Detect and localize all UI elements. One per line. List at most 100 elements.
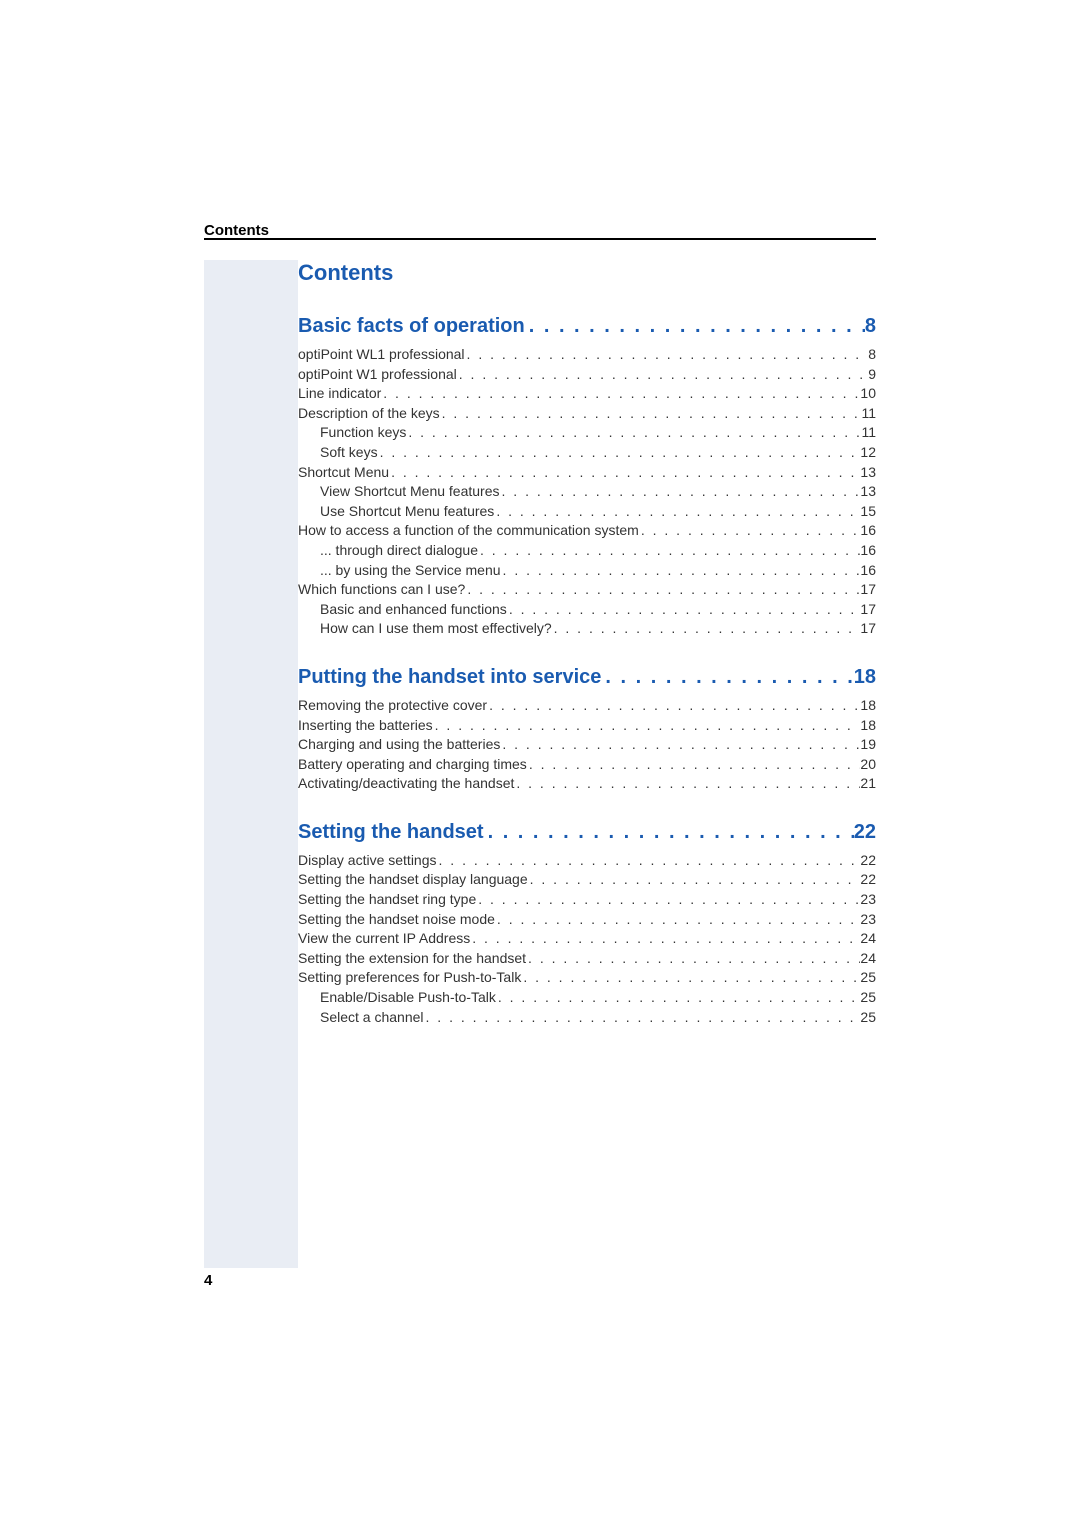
- toc-entry[interactable]: Basic and enhanced functions . . . . . .…: [298, 600, 876, 620]
- toc-entry[interactable]: View the current IP Address . . . . . . …: [298, 929, 876, 949]
- toc-content: Contents Basic facts of operation . . . …: [298, 260, 876, 1053]
- toc-entry-text: Soft keys: [320, 443, 378, 463]
- toc-leader-dots: . . . . . . . . . . . . . . . . . . . . …: [639, 521, 861, 541]
- toc-entry-text: Use Shortcut Menu features: [320, 502, 494, 522]
- toc-leader-dots: . . . . . . . . . . . . . . . . . . . . …: [476, 890, 860, 910]
- toc-leader-dots: . . . . . . . . . . . . . . . . . . . . …: [528, 870, 861, 890]
- toc-entry[interactable]: optiPoint W1 professional . . . . . . . …: [298, 365, 876, 385]
- toc-entry-page: 25: [860, 1008, 876, 1028]
- toc-entry[interactable]: Setting the handset ring type . . . . . …: [298, 890, 876, 910]
- page: Contents Contents Basic facts of operati…: [0, 0, 1080, 1528]
- toc-entry-page: 9: [868, 365, 876, 385]
- toc-leader-dots: . . . . . . . . . . . . . . . . . . . . …: [424, 1008, 861, 1028]
- toc-section-title[interactable]: Basic facts of operation . . . . . . . .…: [298, 314, 876, 339]
- toc-entry[interactable]: Inserting the batteries . . . . . . . . …: [298, 716, 876, 736]
- toc-leader-dots: . . . . . . . . . . . . . . . . . . . . …: [496, 988, 861, 1008]
- toc-entry-page: 25: [860, 968, 876, 988]
- header-section-label: Contents: [204, 222, 269, 239]
- toc-entry-page: 11: [861, 404, 876, 424]
- page-number: 4: [204, 1272, 212, 1289]
- toc-entry[interactable]: ... by using the Service menu . . . . . …: [298, 561, 876, 581]
- toc-entry-text: Which functions can I use?: [298, 580, 465, 600]
- toc-entry[interactable]: Function keys . . . . . . . . . . . . . …: [298, 423, 876, 443]
- toc-entry[interactable]: Shortcut Menu . . . . . . . . . . . . . …: [298, 463, 876, 483]
- toc-entry-page: 16: [860, 561, 876, 581]
- toc-entry-page: 17: [860, 580, 876, 600]
- toc-entry-text: Description of the keys: [298, 404, 440, 424]
- toc-entry[interactable]: Soft keys . . . . . . . . . . . . . . . …: [298, 443, 876, 463]
- toc-entry-page: 13: [860, 482, 876, 502]
- toc-leader-dots: . . . . . . . . . . . . . . . . . . . . …: [406, 423, 861, 443]
- toc-entry-text: Enable/Disable Push-to-Talk: [320, 988, 496, 1008]
- toc-section-title-text: Setting the handset: [298, 820, 484, 845]
- toc-leader-dots: . . . . . . . . . . . . . . . . . . . . …: [440, 404, 862, 424]
- toc-entry[interactable]: optiPoint WL1 professional . . . . . . .…: [298, 345, 876, 365]
- toc-section: Basic facts of operation . . . . . . . .…: [298, 314, 876, 639]
- toc-entry-page: 13: [860, 463, 876, 483]
- toc-entry-text: ... through direct dialogue: [320, 541, 478, 561]
- toc-leader-dots: . . . . . . . . . . . . . . . . . . . . …: [457, 365, 868, 385]
- toc-section: Setting the handset . . . . . . . . . . …: [298, 820, 876, 1027]
- toc-entry-text: Setting the handset ring type: [298, 890, 476, 910]
- toc-entry-page: 18: [860, 696, 876, 716]
- toc-leader-dots: . . . . . . . . . . . . . . . . . . . . …: [552, 619, 861, 639]
- toc-entry[interactable]: Setting the handset noise mode . . . . .…: [298, 910, 876, 930]
- toc-entry[interactable]: How to access a function of the communic…: [298, 521, 876, 541]
- toc-entry[interactable]: Description of the keys . . . . . . . . …: [298, 404, 876, 424]
- toc-entry[interactable]: Removing the protective cover . . . . . …: [298, 696, 876, 716]
- toc-entry-text: optiPoint W1 professional: [298, 365, 457, 385]
- toc-leader-dots: . . . . . . . . . . . . . . . . . . . . …: [465, 345, 869, 365]
- toc-entry[interactable]: How can I use them most effectively? . .…: [298, 619, 876, 639]
- toc-leader-dots: . . . . . . . . . . . . . . . . . . . . …: [501, 561, 861, 581]
- toc-entry[interactable]: ... through direct dialogue . . . . . . …: [298, 541, 876, 561]
- toc-entry[interactable]: Setting the extension for the handset . …: [298, 949, 876, 969]
- toc-section-page: 18: [854, 665, 876, 690]
- toc-section-title[interactable]: Putting the handset into service . . . .…: [298, 665, 876, 690]
- toc-leader-dots: . . . . . . . . . . . . . . . . . . . . …: [601, 665, 853, 690]
- toc-entry[interactable]: Use Shortcut Menu features . . . . . . .…: [298, 502, 876, 522]
- toc-entry-text: Setting the handset noise mode: [298, 910, 495, 930]
- toc-entry[interactable]: Line indicator . . . . . . . . . . . . .…: [298, 384, 876, 404]
- toc-leader-dots: . . . . . . . . . . . . . . . . . . . . …: [507, 600, 861, 620]
- toc-entry-text: Setting preferences for Push-to-Talk: [298, 968, 521, 988]
- toc-section-title-text: Basic facts of operation: [298, 314, 525, 339]
- toc-entry[interactable]: Charging and using the batteries . . . .…: [298, 735, 876, 755]
- toc-entry-text: Line indicator: [298, 384, 381, 404]
- toc-entry-text: Setting the extension for the handset: [298, 949, 526, 969]
- toc-leader-dots: . . . . . . . . . . . . . . . . . . . . …: [527, 755, 861, 775]
- toc-entry-page: 12: [860, 443, 876, 463]
- toc-entry-page: 16: [860, 541, 876, 561]
- toc-entry[interactable]: Display active settings . . . . . . . . …: [298, 851, 876, 871]
- toc-entry-text: Battery operating and charging times: [298, 755, 527, 775]
- toc-entry[interactable]: Select a channel . . . . . . . . . . . .…: [298, 1008, 876, 1028]
- toc-entry[interactable]: Enable/Disable Push-to-Talk . . . . . . …: [298, 988, 876, 1008]
- toc-entry-page: 23: [860, 910, 876, 930]
- toc-entry-text: Display active settings: [298, 851, 437, 871]
- toc-section-title[interactable]: Setting the handset . . . . . . . . . . …: [298, 820, 876, 845]
- toc-entry-page: 19: [860, 735, 876, 755]
- header-rule: [204, 238, 876, 240]
- toc-leader-dots: . . . . . . . . . . . . . . . . . . . . …: [487, 696, 860, 716]
- toc-entry[interactable]: Which functions can I use? . . . . . . .…: [298, 580, 876, 600]
- toc-leader-dots: . . . . . . . . . . . . . . . . . . . . …: [484, 820, 854, 845]
- toc-leader-dots: . . . . . . . . . . . . . . . . . . . . …: [521, 968, 860, 988]
- toc-entry[interactable]: Activating/deactivating the handset . . …: [298, 774, 876, 794]
- toc-entry-page: 18: [860, 716, 876, 736]
- toc-entry-text: Activating/deactivating the handset: [298, 774, 514, 794]
- toc-entry-text: Function keys: [320, 423, 406, 443]
- toc-leader-dots: . . . . . . . . . . . . . . . . . . . . …: [378, 443, 861, 463]
- toc-entry-text: How can I use them most effectively?: [320, 619, 552, 639]
- toc-entry-text: Shortcut Menu: [298, 463, 389, 483]
- toc-entry[interactable]: Battery operating and charging times . .…: [298, 755, 876, 775]
- toc-entry-page: 17: [860, 619, 876, 639]
- toc-entry-page: 22: [860, 870, 876, 890]
- toc-leader-dots: . . . . . . . . . . . . . . . . . . . . …: [500, 735, 860, 755]
- toc-entry-text: View the current IP Address: [298, 929, 470, 949]
- toc-entry[interactable]: View Shortcut Menu features . . . . . . …: [298, 482, 876, 502]
- toc-entry[interactable]: Setting preferences for Push-to-Talk . .…: [298, 968, 876, 988]
- toc-entry[interactable]: Setting the handset display language . .…: [298, 870, 876, 890]
- toc-section-page: 8: [865, 314, 876, 339]
- toc-entry-text: Charging and using the batteries: [298, 735, 500, 755]
- toc-leader-dots: . . . . . . . . . . . . . . . . . . . . …: [478, 541, 860, 561]
- left-margin-band: [204, 260, 298, 1268]
